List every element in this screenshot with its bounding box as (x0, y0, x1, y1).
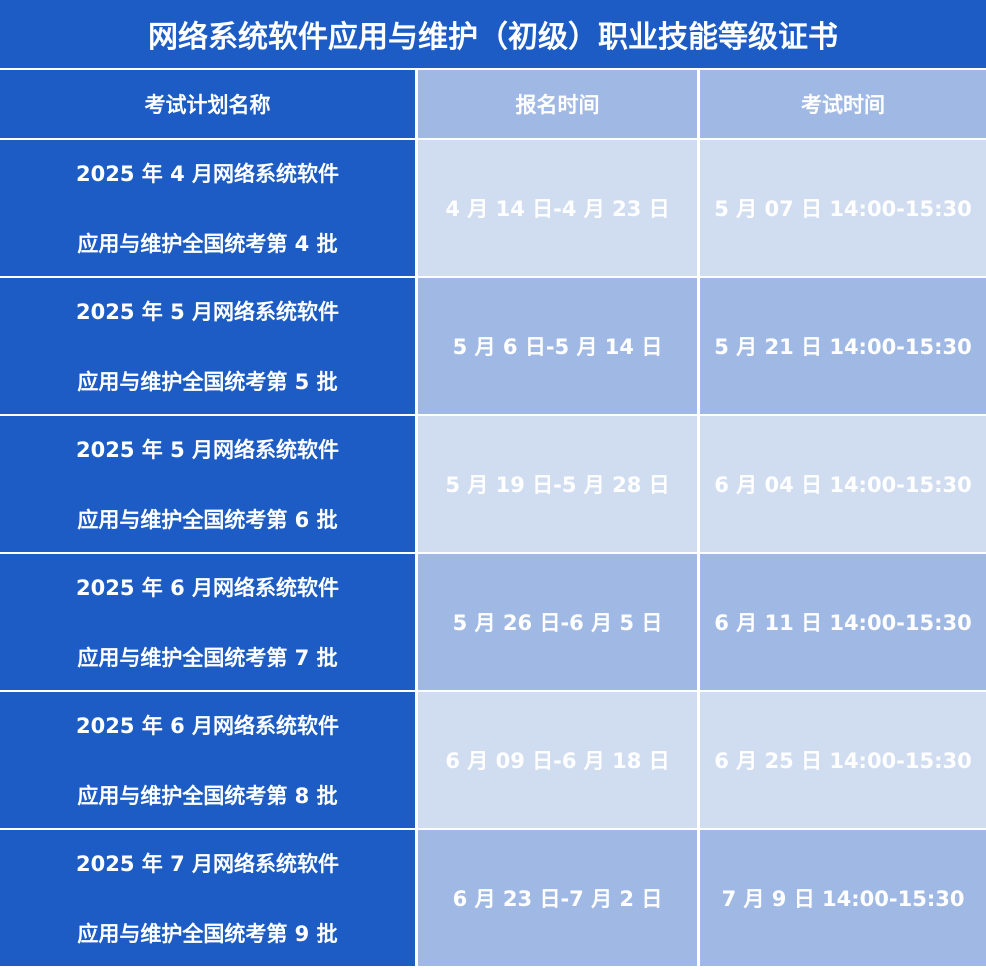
table-row: 2025 年 7 月网络系统软件 应用与维护全国统考第 9 批 6 月 23 日-… (0, 830, 986, 966)
plan-name-line2: 应用与维护全国统考第 7 批 (77, 646, 338, 670)
registration-time-cell: 5 月 6 日-5 月 14 日 (418, 278, 697, 414)
registration-time-cell: 5 月 19 日-5 月 28 日 (418, 416, 697, 552)
header-registration-time: 报名时间 (418, 70, 697, 138)
plan-name-line2: 应用与维护全国统考第 8 批 (77, 784, 338, 808)
exam-time-cell: 6 月 04 日 14:00-15:30 (700, 416, 986, 552)
registration-time-cell: 4 月 14 日-4 月 23 日 (418, 140, 697, 276)
plan-name-cell: 2025 年 6 月网络系统软件 应用与维护全国统考第 8 批 (0, 692, 415, 828)
table-row: 2025 年 6 月网络系统软件 应用与维护全国统考第 7 批 5 月 26 日-… (0, 554, 986, 690)
table-row: 2025 年 5 月网络系统软件 应用与维护全国统考第 5 批 5 月 6 日-5… (0, 278, 986, 414)
table-title: 网络系统软件应用与维护（初级）职业技能等级证书 (0, 0, 986, 68)
exam-time-cell: 5 月 07 日 14:00-15:30 (700, 140, 986, 276)
plan-name-line1: 2025 年 4 月网络系统软件 (76, 162, 339, 186)
registration-time-cell: 5 月 26 日-6 月 5 日 (418, 554, 697, 690)
plan-name-cell: 2025 年 4 月网络系统软件 应用与维护全国统考第 4 批 (0, 140, 415, 276)
plan-name-line1: 2025 年 5 月网络系统软件 (76, 438, 339, 462)
registration-time-cell: 6 月 23 日-7 月 2 日 (418, 830, 697, 966)
table-row: 2025 年 5 月网络系统软件 应用与维护全国统考第 6 批 5 月 19 日-… (0, 416, 986, 552)
plan-name-line2: 应用与维护全国统考第 4 批 (77, 232, 338, 256)
plan-name-line1: 2025 年 5 月网络系统软件 (76, 300, 339, 324)
plan-name-cell: 2025 年 6 月网络系统软件 应用与维护全国统考第 7 批 (0, 554, 415, 690)
plan-name-cell: 2025 年 5 月网络系统软件 应用与维护全国统考第 5 批 (0, 278, 415, 414)
table-row: 2025 年 6 月网络系统软件 应用与维护全国统考第 8 批 6 月 09 日-… (0, 692, 986, 828)
plan-name-cell: 2025 年 5 月网络系统软件 应用与维护全国统考第 6 批 (0, 416, 415, 552)
exam-time-cell: 6 月 25 日 14:00-15:30 (700, 692, 986, 828)
plan-name-line1: 2025 年 7 月网络系统软件 (76, 852, 339, 876)
plan-name-line2: 应用与维护全国统考第 5 批 (77, 370, 338, 394)
plan-name-line2: 应用与维护全国统考第 6 批 (77, 508, 338, 532)
table-row: 2025 年 4 月网络系统软件 应用与维护全国统考第 4 批 4 月 14 日-… (0, 140, 986, 276)
header-plan-name: 考试计划名称 (0, 70, 415, 138)
plan-name-line2: 应用与维护全国统考第 9 批 (77, 922, 338, 946)
plan-name-line1: 2025 年 6 月网络系统软件 (76, 576, 339, 600)
registration-time-cell: 6 月 09 日-6 月 18 日 (418, 692, 697, 828)
exam-time-cell: 6 月 11 日 14:00-15:30 (700, 554, 986, 690)
header-exam-time: 考试时间 (700, 70, 986, 138)
exam-time-cell: 7 月 9 日 14:00-15:30 (700, 830, 986, 966)
header-row: 考试计划名称 报名时间 考试时间 (0, 70, 986, 138)
plan-name-line1: 2025 年 6 月网络系统软件 (76, 714, 339, 738)
plan-name-cell: 2025 年 7 月网络系统软件 应用与维护全国统考第 9 批 (0, 830, 415, 966)
exam-time-cell: 5 月 21 日 14:00-15:30 (700, 278, 986, 414)
